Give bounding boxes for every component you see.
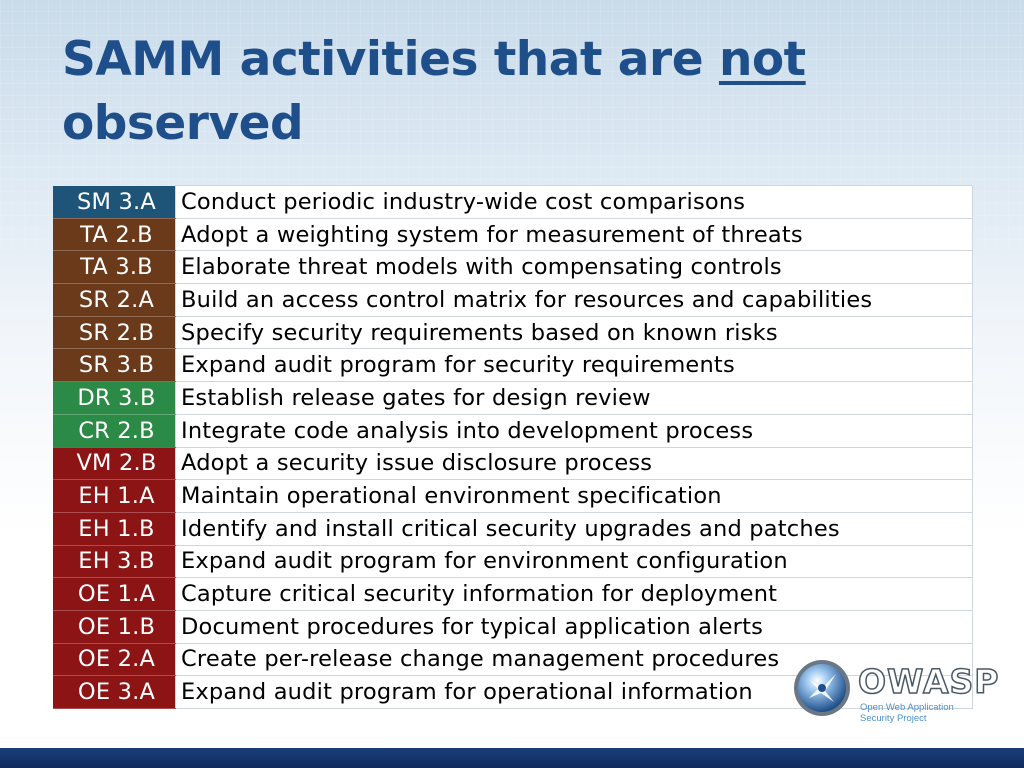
activity-description: Expand audit program for security requir…	[175, 348, 973, 383]
samm-activities-table: SM 3.A Conduct periodic industry-wide cos…	[53, 185, 973, 709]
activity-code: TA 3.B	[53, 250, 176, 285]
table-row: OE 2.A Create per-release change manageme…	[53, 642, 973, 677]
table-row: SR 2.A Build an access control matrix for…	[53, 283, 973, 317]
owasp-tagline: Open Web Application Security Project	[860, 702, 954, 724]
activity-description: Identify and install critical security u…	[175, 511, 973, 546]
activity-code: VM 2.B	[53, 447, 176, 481]
title-text-1: SAMM activities that are	[62, 32, 719, 87]
activity-code: SR 3.B	[53, 348, 176, 383]
activity-description: Expand audit program for environment con…	[175, 544, 973, 579]
activity-code: SR 2.A	[53, 283, 176, 317]
table-row: TA 2.B Adopt a weighting system for measu…	[53, 217, 973, 252]
footer-bar	[0, 748, 1024, 768]
owasp-tagline-line1: Open Web Application	[860, 702, 954, 713]
activity-code: TA 2.B	[53, 218, 176, 252]
activity-code: SR 2.B	[53, 316, 176, 350]
owasp-wordmark: OWASP	[857, 661, 1000, 702]
table-row: SR 2.B Specify security requirements base…	[53, 315, 973, 350]
activity-description: Adopt a weighting system for measurement…	[175, 217, 973, 252]
activity-code: EH 1.B	[53, 512, 176, 546]
activity-code: OE 2.A	[53, 643, 176, 677]
activity-code: DR 3.B	[53, 381, 176, 415]
table-row: EH 1.A Maintain operational environment s…	[53, 479, 973, 513]
table-row: VM 2.B Adopt a security issue disclosure …	[53, 446, 973, 481]
table-row: EH 1.B Identify and install critical secu…	[53, 511, 973, 546]
activity-code: EH 1.A	[53, 479, 176, 513]
table-row: CR 2.B Integrate code analysis into devel…	[53, 413, 973, 448]
owasp-tagline-line2: Security Project	[860, 713, 927, 724]
title-underlined-word: not	[718, 32, 806, 87]
table-row: SR 3.B Expand audit program for security …	[53, 348, 973, 383]
activity-description: Adopt a security issue disclosure proces…	[175, 446, 973, 481]
table-row: OE 1.A Capture critical security informat…	[53, 577, 973, 611]
table-row: TA 3.B Elaborate threat models with compe…	[53, 250, 973, 285]
table-row: DR 3.B Establish release gates for design…	[53, 381, 973, 415]
slide-title: SAMM activities that are not observed	[62, 28, 962, 156]
activity-description: Establish release gates for design revie…	[175, 381, 973, 415]
owasp-wasp-icon	[794, 660, 850, 716]
owasp-logo: OWASP Open Web Application Security Proj…	[792, 658, 999, 724]
activity-description: Create per-release change management pro…	[175, 642, 973, 677]
activity-description: Build an access control matrix for resou…	[175, 283, 973, 317]
activity-description: Conduct periodic industry-wide cost comp…	[175, 185, 973, 219]
activity-code: OE 1.A	[53, 577, 176, 611]
activity-code: SM 3.A	[53, 185, 176, 219]
table-row: OE 1.B Document procedures for typical ap…	[53, 609, 973, 644]
title-text-2: observed	[62, 96, 304, 151]
activity-description: Maintain operational environment specifi…	[175, 479, 973, 513]
table-row: SM 3.A Conduct periodic industry-wide cos…	[53, 185, 973, 219]
table-row: EH 3.B Expand audit program for environme…	[53, 544, 973, 579]
activity-description: Capture critical security information fo…	[175, 577, 973, 611]
activity-code: OE 3.A	[53, 675, 176, 709]
activity-description: Specify security requirements based on k…	[175, 315, 973, 350]
activity-description: Integrate code analysis into development…	[175, 413, 973, 448]
activity-code: OE 1.B	[53, 610, 176, 644]
activity-code: CR 2.B	[53, 414, 176, 448]
activity-code: EH 3.B	[53, 545, 176, 579]
activity-description: Elaborate threat models with compensatin…	[175, 250, 973, 285]
activity-description: Document procedures for typical applicat…	[175, 609, 973, 644]
